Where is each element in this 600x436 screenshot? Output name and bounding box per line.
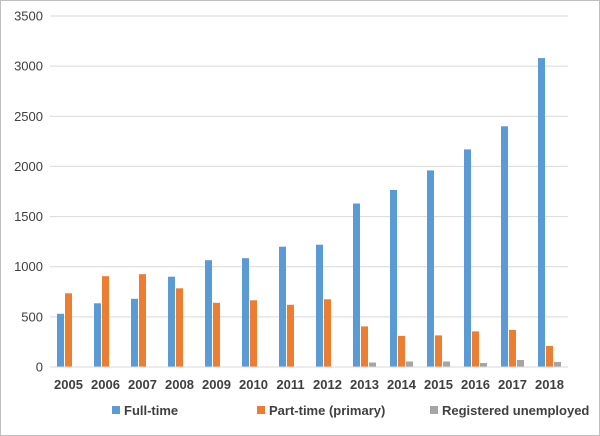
legend-swatch bbox=[430, 406, 438, 414]
legend: Full-time Part-time (primary) Registered u… bbox=[112, 403, 589, 418]
x-tick-label: 2009 bbox=[202, 377, 231, 392]
bar-registered-unemployed-2016 bbox=[480, 363, 487, 367]
legend-swatch bbox=[257, 406, 265, 414]
bar-full-time-2012 bbox=[316, 244, 323, 367]
y-tick-label: 500 bbox=[21, 309, 43, 324]
bar-part-time-primary-2017 bbox=[509, 329, 516, 367]
gridlines bbox=[50, 15, 568, 318]
bar-part-time-primary-2014 bbox=[398, 335, 405, 367]
x-tick-label: 2007 bbox=[128, 377, 157, 392]
y-tick-label: 3000 bbox=[14, 59, 43, 74]
y-tick-label: 1000 bbox=[14, 259, 43, 274]
bar-full-time-2014 bbox=[390, 190, 397, 367]
bar-full-time-2017 bbox=[501, 126, 508, 367]
x-tick-label: 2011 bbox=[276, 377, 304, 392]
x-tick-label: 2016 bbox=[461, 377, 490, 392]
bar-registered-unemployed-2013 bbox=[369, 362, 376, 367]
x-tick-label: 2018 bbox=[535, 377, 564, 392]
bar-part-time-primary-2010 bbox=[250, 300, 257, 367]
x-tick-label: 2005 bbox=[54, 377, 83, 392]
bar-full-time-2010 bbox=[242, 258, 249, 367]
bar-part-time-primary-2009 bbox=[213, 302, 220, 367]
x-tick-label: 2014 bbox=[387, 377, 417, 392]
bar-full-time-2011 bbox=[279, 246, 286, 367]
bar-part-time-primary-2006 bbox=[102, 276, 109, 367]
legend-label: Part-time (primary) bbox=[269, 403, 385, 418]
bar-part-time-primary-2016 bbox=[472, 331, 479, 367]
bar-full-time-2018 bbox=[538, 58, 545, 367]
bar-registered-unemployed-2018 bbox=[554, 362, 561, 367]
bar-full-time-2006 bbox=[94, 303, 101, 367]
bar-full-time-2005 bbox=[57, 313, 64, 367]
legend-label: Registered unemployed bbox=[442, 403, 589, 418]
bar-full-time-2007 bbox=[131, 298, 138, 367]
x-tick-label: 2012 bbox=[313, 377, 342, 392]
y-tick-label: 2000 bbox=[14, 159, 43, 174]
bar-part-time-primary-2012 bbox=[324, 299, 331, 367]
bar-part-time-primary-2013 bbox=[361, 326, 368, 367]
bar-registered-unemployed-2015 bbox=[443, 361, 450, 367]
x-tick-label: 2010 bbox=[239, 377, 268, 392]
bar-part-time-primary-2015 bbox=[435, 335, 442, 367]
bar-registered-unemployed-2017 bbox=[517, 360, 524, 367]
bar-full-time-2008 bbox=[168, 276, 175, 367]
y-tick-label: 0 bbox=[36, 360, 43, 375]
bar-full-time-2013 bbox=[353, 203, 360, 367]
x-tick-label: 2006 bbox=[91, 377, 120, 392]
x-tick-label: 2008 bbox=[165, 377, 194, 392]
y-tick-label: 1500 bbox=[14, 209, 43, 224]
bar-part-time-primary-2011 bbox=[287, 304, 294, 367]
y-tick-label: 2500 bbox=[14, 109, 43, 124]
x-tick-label: 2013 bbox=[350, 377, 379, 392]
bar-registered-unemployed-2014 bbox=[406, 361, 413, 367]
x-tick-label: 2017 bbox=[498, 377, 527, 392]
x-tick-label: 2015 bbox=[424, 377, 453, 392]
bars bbox=[57, 58, 561, 367]
legend-swatch bbox=[112, 406, 120, 414]
x-axis-ticks: 2005 2006 2007 2008 2009 2010 2011 2012 2013 2014… bbox=[54, 377, 564, 392]
bar-part-time-primary-2007 bbox=[139, 274, 146, 367]
bar-full-time-2015 bbox=[427, 170, 434, 367]
bar-part-time-primary-2005 bbox=[65, 293, 72, 367]
legend-label: Full-time bbox=[124, 403, 178, 418]
bar-full-time-2016 bbox=[464, 149, 471, 367]
bar-part-time-primary-2018 bbox=[546, 345, 553, 367]
bar-part-time-primary-2008 bbox=[176, 288, 183, 367]
y-tick-label: 3500 bbox=[14, 9, 43, 24]
bar-full-time-2009 bbox=[205, 260, 212, 367]
y-axis-ticks: 0 500 1000 1500 2000 2500 3000 3500 bbox=[14, 9, 43, 375]
